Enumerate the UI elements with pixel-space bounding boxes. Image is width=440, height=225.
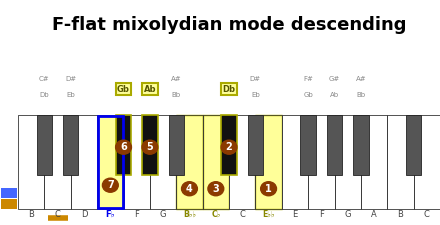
Text: C: C bbox=[55, 210, 61, 219]
Text: F-flat mixolydian mode descending: F-flat mixolydian mode descending bbox=[52, 16, 406, 34]
Circle shape bbox=[116, 140, 132, 154]
Bar bbox=[63, 115, 78, 175]
Bar bbox=[334, 115, 361, 209]
Text: Db: Db bbox=[40, 92, 49, 98]
Bar bbox=[221, 115, 237, 175]
Text: Ab: Ab bbox=[143, 85, 156, 94]
Text: F: F bbox=[134, 210, 139, 219]
Bar bbox=[387, 115, 414, 209]
Bar bbox=[229, 115, 255, 209]
Bar bbox=[71, 115, 97, 209]
Text: Ab: Ab bbox=[330, 92, 339, 98]
Text: F#: F# bbox=[303, 76, 313, 82]
Text: 6: 6 bbox=[120, 142, 127, 152]
Bar bbox=[229, 115, 255, 209]
Bar bbox=[255, 115, 282, 209]
Bar bbox=[1, 188, 17, 198]
Bar bbox=[18, 115, 44, 209]
Bar bbox=[124, 115, 150, 209]
Bar bbox=[44, 115, 71, 209]
Text: Eb: Eb bbox=[251, 92, 260, 98]
Circle shape bbox=[260, 182, 276, 196]
Bar bbox=[301, 115, 316, 175]
Text: Gb: Gb bbox=[117, 85, 130, 94]
Text: D: D bbox=[81, 210, 87, 219]
Bar bbox=[361, 115, 387, 209]
Text: C#: C# bbox=[39, 76, 50, 82]
Text: D#: D# bbox=[250, 76, 261, 82]
Text: B♭♭: B♭♭ bbox=[183, 210, 196, 219]
Text: basicmusictheory.com: basicmusictheory.com bbox=[7, 72, 11, 131]
Text: Db: Db bbox=[223, 85, 235, 94]
Text: A#: A# bbox=[356, 76, 366, 82]
Bar bbox=[18, 115, 44, 209]
Text: 4: 4 bbox=[186, 184, 193, 194]
Bar bbox=[116, 115, 131, 175]
Bar bbox=[327, 115, 342, 175]
Text: C: C bbox=[424, 210, 430, 219]
Text: E♭♭: E♭♭ bbox=[262, 210, 275, 219]
Text: 1: 1 bbox=[265, 184, 272, 194]
Bar bbox=[414, 115, 440, 209]
Text: G: G bbox=[345, 210, 351, 219]
Text: Gb: Gb bbox=[303, 92, 313, 98]
Bar bbox=[334, 115, 361, 209]
Text: B: B bbox=[28, 210, 34, 219]
Circle shape bbox=[182, 182, 198, 196]
Circle shape bbox=[221, 140, 237, 154]
Bar bbox=[282, 115, 308, 209]
Bar bbox=[282, 115, 308, 209]
Bar bbox=[142, 115, 158, 175]
Bar bbox=[406, 115, 421, 175]
Bar bbox=[248, 115, 263, 175]
Bar bbox=[1, 199, 17, 209]
Bar bbox=[44, 115, 71, 209]
Bar bbox=[203, 115, 229, 209]
Bar bbox=[308, 115, 334, 209]
Bar bbox=[169, 115, 184, 175]
Text: 7: 7 bbox=[107, 180, 114, 190]
Bar bbox=[97, 115, 124, 209]
Bar bbox=[176, 115, 203, 209]
Bar bbox=[176, 115, 203, 209]
Bar bbox=[308, 115, 334, 209]
Text: Bb: Bb bbox=[172, 92, 181, 98]
Text: G#: G# bbox=[329, 76, 340, 82]
Text: D#: D# bbox=[65, 76, 77, 82]
Bar bbox=[203, 115, 229, 209]
Text: A: A bbox=[371, 210, 377, 219]
Circle shape bbox=[142, 140, 158, 154]
Text: F: F bbox=[319, 210, 324, 219]
Circle shape bbox=[208, 182, 224, 196]
Text: B: B bbox=[397, 210, 403, 219]
Bar bbox=[98, 116, 123, 208]
Bar bbox=[124, 115, 150, 209]
Text: 3: 3 bbox=[213, 184, 219, 194]
Text: C♭: C♭ bbox=[211, 210, 220, 219]
Text: F♭: F♭ bbox=[106, 210, 115, 219]
Bar bbox=[37, 115, 52, 175]
Bar bbox=[414, 115, 440, 209]
Bar bbox=[387, 115, 414, 209]
Bar bbox=[353, 115, 369, 175]
Text: C: C bbox=[239, 210, 245, 219]
Text: E: E bbox=[292, 210, 297, 219]
Bar bbox=[150, 115, 176, 209]
Text: G: G bbox=[160, 210, 166, 219]
Text: 2: 2 bbox=[226, 142, 232, 152]
Bar bbox=[71, 115, 97, 209]
Text: Bb: Bb bbox=[356, 92, 366, 98]
Bar bbox=[98, 116, 123, 208]
Text: Eb: Eb bbox=[66, 92, 75, 98]
Bar bbox=[150, 115, 176, 209]
Circle shape bbox=[103, 178, 118, 192]
Bar bbox=[361, 115, 387, 209]
Text: 5: 5 bbox=[147, 142, 153, 152]
Bar bbox=[255, 115, 282, 209]
Bar bbox=[97, 115, 124, 209]
Text: A#: A# bbox=[171, 76, 182, 82]
